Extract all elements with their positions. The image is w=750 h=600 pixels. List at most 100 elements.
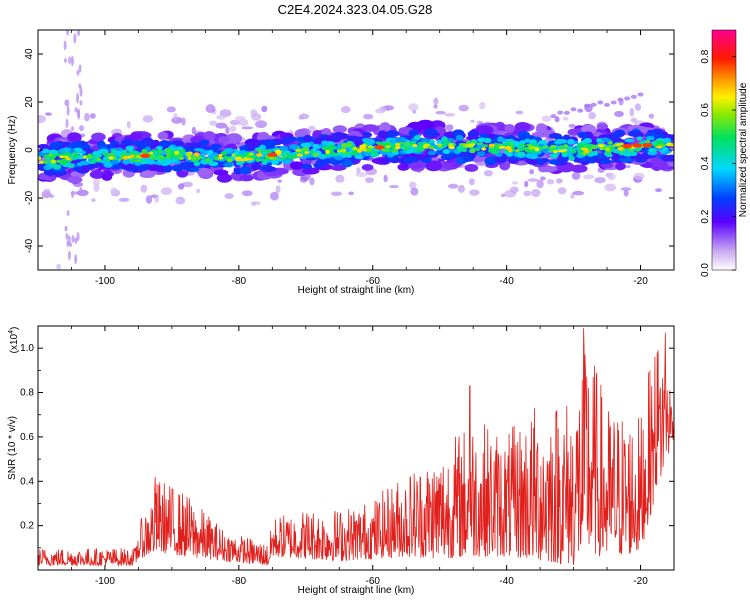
snr-y-tick-label: 0.6	[20, 432, 34, 443]
spectrogram-blob	[420, 138, 431, 144]
spectrogram-blob	[635, 148, 641, 152]
spectrogram-blob	[442, 149, 451, 154]
spectrogram-faint-blob	[410, 187, 419, 196]
spectrogram-blob	[539, 146, 545, 150]
spectrogram-blob	[570, 149, 577, 154]
spectrogram-blob	[619, 142, 624, 146]
spectrogram-faint-blob	[523, 190, 532, 197]
spectrogram-blob	[568, 155, 575, 161]
spectrogram-blob	[385, 141, 392, 146]
spectrogram-streak-blob	[77, 30, 81, 37]
spectrogram-blob	[164, 148, 172, 153]
spectrogram-blob	[262, 166, 277, 172]
spectrogram-blob	[351, 136, 362, 142]
spectrogram-x-tick-label: -20	[633, 276, 648, 287]
spectrogram-blob	[333, 153, 340, 157]
snr-frame	[37, 325, 675, 571]
spectrogram-blob	[76, 162, 84, 167]
spectrogram-blob	[244, 138, 259, 146]
spectrogram-x-tick-label: -60	[366, 276, 381, 287]
spectrogram-faint-blob	[355, 172, 367, 178]
spectrogram-faint-blob	[617, 97, 624, 102]
spectrogram-blob	[413, 135, 422, 141]
spectrogram-blob	[122, 159, 131, 165]
spectrogram-blob	[147, 160, 156, 165]
spectrogram-faint-blob	[536, 179, 544, 189]
spectrogram-faint-blob	[570, 193, 575, 199]
spectrogram-faint-blob	[340, 106, 351, 114]
spectrogram-blob	[218, 153, 223, 158]
spectrogram-x-tick-label: -100	[95, 276, 115, 287]
spectrogram-blob	[213, 156, 220, 161]
spectrogram-blob	[356, 148, 363, 153]
spectrogram-blob	[139, 171, 156, 179]
spectrogram-blob	[416, 147, 425, 152]
spectrogram-blob	[581, 124, 597, 135]
spectrogram-faint-blob	[216, 114, 226, 120]
spectrogram-blob	[38, 156, 42, 161]
spectrogram-blob	[141, 148, 148, 154]
spectrogram-faint-blob	[577, 108, 584, 113]
spectrogram-blob	[281, 156, 288, 160]
spectrogram-faint-blob	[556, 178, 563, 184]
spectrogram-faint-blob	[469, 178, 475, 186]
spectrogram-faint-blob	[229, 125, 237, 133]
spectrogram-blob	[443, 140, 450, 145]
spectrogram-blob	[561, 151, 568, 158]
spectrogram-blob	[617, 147, 624, 151]
spectrogram-blob	[191, 156, 197, 161]
spectrogram-faint-blob	[570, 107, 577, 112]
snr-x-tick-label: -60	[366, 576, 381, 587]
spectrogram-streak-blob	[70, 55, 74, 67]
spectrogram-streak-blob	[65, 232, 69, 240]
spectrogram-faint-blob	[191, 126, 197, 135]
spectrogram-faint-blob	[298, 113, 310, 120]
spectrogram-faint-blob	[362, 113, 374, 120]
spectrogram-blob	[157, 157, 164, 160]
spectrogram-streak-blob	[76, 69, 80, 76]
spectrogram-blob	[132, 150, 138, 155]
snr-x-ticks: -100 -80 -60 -40 -20	[37, 326, 675, 587]
spectrogram-blob	[359, 144, 366, 149]
spectrogram-blob	[135, 159, 142, 162]
spectrogram-streak-blob	[63, 57, 67, 64]
svg-text:(x104): (x104)	[8, 327, 20, 354]
spectrogram-streak-blob	[66, 240, 70, 247]
spectrogram-blob	[323, 153, 329, 157]
spectrogram-blob	[321, 140, 329, 146]
spectrogram-faint-blob	[166, 106, 176, 113]
spectrogram-faint-blob	[625, 165, 631, 169]
spectrogram-blob	[102, 152, 111, 157]
spectrogram-blob	[279, 145, 289, 151]
spectrogram-faint-blob	[447, 183, 459, 189]
spectrogram-streak-blob	[79, 100, 83, 106]
spectrogram-faint-blob	[637, 92, 644, 97]
spectrogram-streak-blob	[77, 109, 81, 120]
spectrogram-faint-blob	[41, 190, 52, 199]
spectrogram-faint-blob	[568, 124, 576, 128]
spectrogram-blob	[529, 154, 539, 160]
spectrogram-faint-blob	[45, 112, 52, 116]
spectrogram-blob	[483, 137, 492, 144]
spectrogram-blob	[178, 156, 185, 161]
spectrogram-streak-blob	[76, 92, 80, 104]
spectrogram-blob	[425, 160, 443, 172]
spectrogram-blob	[352, 146, 358, 151]
spectrogram-blob	[171, 164, 184, 172]
snr-multiplier-base: (x10	[9, 333, 20, 353]
spectrogram-faint-blob	[255, 120, 268, 129]
spectrogram-blob	[91, 132, 106, 142]
spectrogram-blob	[468, 143, 476, 147]
spectrogram-blob	[549, 149, 555, 152]
spectrogram-blob	[312, 152, 320, 157]
spectrogram-faint-blob	[550, 114, 557, 119]
spectrogram-blob	[341, 143, 348, 148]
spectrogram-blob	[194, 155, 203, 160]
spectrogram-faint-blob	[389, 185, 399, 189]
spectrogram-blob	[240, 153, 247, 157]
spectrogram-blob	[302, 148, 308, 152]
spectrogram-faint-blob	[225, 126, 230, 134]
spectrogram-faint-blob	[270, 191, 279, 201]
spectrogram-blob	[599, 147, 604, 151]
spectrogram-streak-blob	[74, 237, 78, 244]
